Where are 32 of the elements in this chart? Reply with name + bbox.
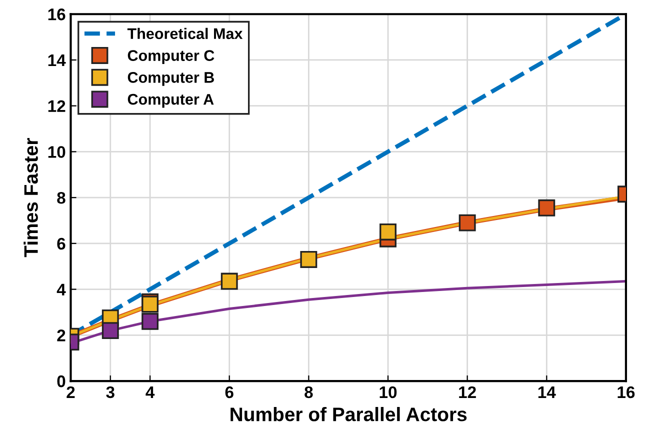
- point: [458, 214, 476, 232]
- x-axis-title: Number of Parallel Actors: [230, 406, 467, 422]
- point: [300, 251, 318, 268]
- x-tick-label: 2: [66, 386, 75, 398]
- point: [102, 322, 119, 340]
- x-tick-label: 3: [106, 386, 114, 398]
- point: [220, 272, 238, 290]
- point: [380, 223, 396, 240]
- x-tick-label: 16: [618, 386, 635, 398]
- x-tick-label: 14: [538, 386, 556, 398]
- x-tick-label: 4: [146, 386, 155, 398]
- x-tick-label: 8: [304, 386, 313, 398]
- legend-label: Computer C: [128, 50, 214, 64]
- y-tick-label: 2: [57, 330, 66, 342]
- x-tick-label: 12: [459, 386, 476, 398]
- legend-label: Theoretical Max: [127, 28, 243, 40]
- y-axis-title: Times Faster: [24, 138, 38, 258]
- y-tick-label: 8: [57, 192, 66, 204]
- y-tick-label: 14: [48, 54, 66, 66]
- y-tick-label: 0: [57, 375, 66, 388]
- point: [142, 296, 159, 313]
- point: [538, 199, 556, 216]
- x-tick-label: 6: [225, 386, 234, 398]
- y-tick-label: 16: [48, 8, 66, 20]
- y-tick-label: 10: [48, 146, 66, 158]
- x-tick-label: 10: [380, 386, 397, 398]
- y-tick-label: 4: [56, 284, 66, 296]
- point: [142, 312, 159, 330]
- legend-label: Computer A: [128, 94, 214, 108]
- legend-label: Computer B: [128, 72, 214, 86]
- y-tick-label: 6: [57, 238, 66, 250]
- y-tick-label: 12: [48, 100, 66, 112]
